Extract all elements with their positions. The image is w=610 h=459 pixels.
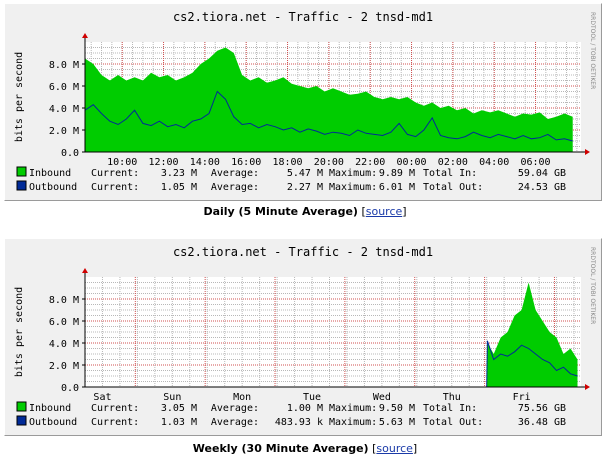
y-tick-label: 8.0 M — [49, 295, 79, 306]
legend-average-value: 483.93 k — [275, 417, 323, 428]
x-tick-label: 00:00 — [396, 157, 426, 168]
outbound-line — [84, 90, 573, 142]
legend-total-value: 24.53 GB — [518, 182, 566, 193]
x-tick-label: 06:00 — [520, 157, 550, 168]
legend-swatch-inbound — [16, 401, 27, 412]
legend-name: Inbound — [29, 403, 71, 414]
legend-maximum-label: Maximum: — [329, 403, 377, 414]
legend-current-label: Current: — [91, 168, 139, 179]
legend-name: Outbound — [29, 417, 77, 428]
x-tick-label: 04:00 — [479, 157, 509, 168]
rrdtool-watermark: RRDTOOL / TOBI OETIKER — [589, 12, 596, 89]
legend-total-value: 75.56 GB — [518, 403, 566, 414]
y-tick-label: 8.0 M — [49, 60, 79, 71]
weekly-traffic-chart: cs2.tiora.net - Traffic - 2 tnsd-md1 bits… — [14, 245, 596, 428]
legend-current-value: 3.05 M — [161, 403, 197, 414]
x-tick-label: Sat — [93, 392, 111, 403]
x-tick-label: Thu — [443, 392, 461, 403]
x-axis-arrow — [585, 149, 590, 155]
daily-source-link[interactable]: source — [365, 205, 403, 218]
weekly-caption-title: Weekly (30 Minute Average) — [192, 442, 369, 455]
legend-swatch-outbound — [16, 180, 27, 191]
weekly-traffic-graph: cs2.tiora.net - Traffic - 2 tnsd-md1 bits… — [4, 238, 602, 436]
legend-average-value: 1.00 M — [287, 403, 323, 414]
x-tick-label: 02:00 — [438, 157, 468, 168]
y-axis-label: bits per second — [14, 52, 25, 142]
legend-total-value: 36.48 GB — [518, 417, 566, 428]
x-tick-label: 18:00 — [272, 157, 302, 168]
legend-total-label: Total In: — [423, 168, 477, 179]
legend-maximum-label: Maximum: — [329, 168, 377, 179]
daily-graph-caption: Daily (5 Minute Average) [source] — [0, 205, 610, 218]
y-tick-label: 6.0 M — [49, 82, 79, 93]
outbound-line — [486, 340, 578, 388]
y-tick-label: 4.0 M — [49, 104, 79, 115]
legend-name: Outbound — [29, 182, 77, 193]
x-axis-arrow — [585, 384, 590, 390]
x-tick-label: Sun — [163, 392, 181, 403]
y-axis-arrow — [82, 33, 88, 38]
rrdtool-watermark: RRDTOOL / TOBI OETIKER — [589, 247, 596, 324]
legend-average-value: 2.27 M — [287, 182, 323, 193]
y-tick-label: 4.0 M — [49, 339, 79, 350]
y-tick-label: 0.0 — [61, 148, 79, 159]
y-axis-arrow — [82, 268, 88, 273]
weekly-graph-caption: Weekly (30 Minute Average) [source] — [0, 442, 610, 455]
legend-average-label: Average: — [211, 417, 259, 428]
legend-total-value: 59.04 GB — [518, 168, 566, 179]
legend-maximum-value: 6.01 M — [379, 182, 415, 193]
legend-swatch-inbound — [16, 166, 27, 177]
x-tick-label: Wed — [373, 392, 391, 403]
x-tick-label: Tue — [303, 392, 321, 403]
daily-traffic-chart: cs2.tiora.net - Traffic - 2 tnsd-md1 bits… — [14, 10, 596, 193]
legend-current-value: 1.05 M — [161, 182, 197, 193]
legend-total-label: Total Out: — [423, 417, 483, 428]
y-tick-label: 0.0 — [61, 383, 79, 394]
daily-caption-title: Daily (5 Minute Average) — [203, 205, 358, 218]
legend-average-label: Average: — [211, 403, 259, 414]
y-axis-label: bits per second — [14, 287, 25, 377]
inbound-area — [85, 47, 573, 152]
legend-current-label: Current: — [91, 182, 139, 193]
legend-average-value: 5.47 M — [287, 168, 323, 179]
y-tick-label: 2.0 M — [49, 361, 79, 372]
x-tick-label: Mon — [233, 392, 251, 403]
x-tick-label: 16:00 — [231, 157, 261, 168]
legend-current-label: Current: — [91, 417, 139, 428]
weekly-caption-close-bracket: ] — [412, 442, 418, 455]
daily-caption-open-bracket: [ — [361, 205, 366, 218]
chart-title: cs2.tiora.net - Traffic - 2 tnsd-md1 — [173, 245, 433, 259]
x-tick-label: 12:00 — [148, 157, 178, 168]
y-tick-label: 2.0 M — [49, 126, 79, 137]
legend-maximum-label: Maximum: — [329, 417, 377, 428]
x-tick-label: 22:00 — [355, 157, 385, 168]
legend-swatch-outbound — [16, 415, 27, 426]
legend-current-value: 3.23 M — [161, 168, 197, 179]
legend-maximum-value: 9.89 M — [379, 168, 415, 179]
x-tick-label: Fri — [513, 392, 531, 403]
legend-average-label: Average: — [211, 182, 259, 193]
legend-maximum-value: 9.50 M — [379, 403, 415, 414]
x-tick-label: 20:00 — [314, 157, 344, 168]
legend-total-label: Total In: — [423, 403, 477, 414]
legend-average-label: Average: — [211, 168, 259, 179]
legend-maximum-label: Maximum: — [329, 182, 377, 193]
x-tick-label: 10:00 — [107, 157, 137, 168]
daily-caption-close-bracket: ] — [402, 205, 407, 218]
inbound-area — [486, 282, 578, 387]
legend-current-value: 1.03 M — [161, 417, 197, 428]
legend-name: Inbound — [29, 168, 71, 179]
x-tick-label: 14:00 — [190, 157, 220, 168]
grid-lines — [84, 277, 581, 387]
weekly-source-link[interactable]: source — [376, 442, 413, 455]
legend-total-label: Total Out: — [423, 182, 483, 193]
chart-title: cs2.tiora.net - Traffic - 2 tnsd-md1 — [173, 10, 433, 24]
legend-current-label: Current: — [91, 403, 139, 414]
legend-maximum-value: 5.63 M — [379, 417, 415, 428]
daily-traffic-graph: cs2.tiora.net - Traffic - 2 tnsd-md1 bits… — [4, 3, 602, 201]
weekly-caption-open-bracket: [ — [372, 442, 377, 455]
y-tick-label: 6.0 M — [49, 317, 79, 328]
